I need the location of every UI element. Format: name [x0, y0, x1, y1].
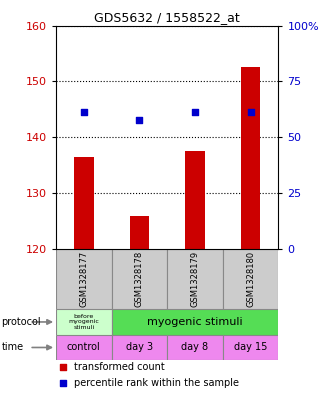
Point: [60, 380, 65, 386]
Text: time: time: [2, 342, 24, 353]
Bar: [185, 151, 205, 249]
Text: myogenic stimuli: myogenic stimuli: [147, 317, 243, 327]
Point: [248, 109, 253, 116]
Bar: [130, 216, 149, 249]
Bar: [241, 68, 260, 249]
Text: day 3: day 3: [126, 342, 153, 353]
Text: control: control: [67, 342, 101, 353]
Bar: [112, 249, 167, 309]
Text: transformed count: transformed count: [74, 362, 164, 372]
Title: GDS5632 / 1558522_at: GDS5632 / 1558522_at: [94, 11, 240, 24]
Text: GSM1328179: GSM1328179: [190, 251, 199, 307]
Bar: [112, 335, 167, 360]
Text: percentile rank within the sample: percentile rank within the sample: [74, 378, 239, 388]
Point: [192, 109, 197, 116]
Text: GSM1328178: GSM1328178: [135, 251, 144, 307]
Bar: [112, 309, 278, 335]
Text: day 15: day 15: [234, 342, 267, 353]
Bar: [56, 249, 112, 309]
Point: [60, 364, 65, 370]
Text: protocol: protocol: [2, 317, 41, 327]
Text: day 8: day 8: [181, 342, 209, 353]
Bar: [74, 157, 93, 249]
Bar: [223, 335, 278, 360]
Text: before
myogenic
stimuli: before myogenic stimuli: [68, 314, 99, 330]
Point: [81, 109, 86, 116]
Bar: [56, 309, 112, 335]
Bar: [167, 335, 223, 360]
Bar: [56, 335, 112, 360]
Point: [137, 116, 142, 123]
Text: GSM1328180: GSM1328180: [246, 251, 255, 307]
Text: GSM1328177: GSM1328177: [79, 251, 88, 307]
Bar: [167, 249, 223, 309]
Bar: [223, 249, 278, 309]
